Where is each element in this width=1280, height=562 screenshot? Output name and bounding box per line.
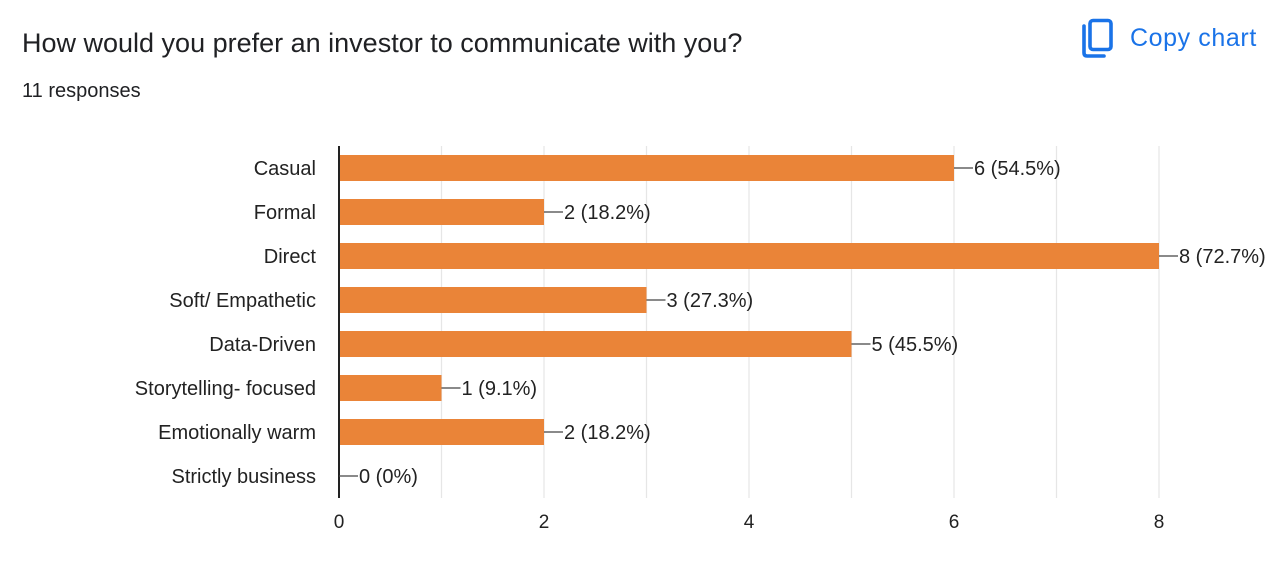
- category-label: Data-Driven: [209, 334, 316, 356]
- bar: [339, 155, 954, 181]
- response-count: 11 responses: [22, 80, 141, 102]
- x-tick-label: 8: [1154, 512, 1165, 533]
- bar: [339, 199, 544, 225]
- bars: [339, 155, 1159, 445]
- bar: [339, 287, 647, 313]
- bar: [339, 419, 544, 445]
- x-tick-label: 6: [949, 512, 960, 533]
- bar: [339, 331, 852, 357]
- data-label: 2 (18.2%): [564, 422, 651, 444]
- x-tick-label: 2: [539, 512, 550, 533]
- bar: [339, 375, 442, 401]
- category-label: Strictly business: [172, 466, 317, 488]
- data-label: 1 (9.1%): [462, 378, 538, 400]
- data-label: 5 (45.5%): [872, 334, 959, 356]
- category-label: Direct: [264, 246, 317, 268]
- x-tick-label: 4: [744, 512, 755, 533]
- category-label: Emotionally warm: [158, 422, 316, 444]
- labels: 0 2 4 6 8 Casual 6 (54.5%) Formal 2 (18.2%) Direc…: [135, 158, 1266, 533]
- data-label: 8 (72.7%): [1179, 246, 1266, 268]
- data-label: 0 (0%): [359, 466, 418, 488]
- data-label: 6 (54.5%): [974, 158, 1061, 180]
- category-label: Formal: [254, 202, 316, 224]
- category-label: Casual: [254, 158, 316, 180]
- copy-chart-button[interactable]: Copy chart: [1072, 16, 1265, 60]
- copy-icon: [1082, 18, 1113, 58]
- copy-chart-label: Copy chart: [1130, 23, 1257, 52]
- x-tick-label: 0: [334, 512, 345, 533]
- data-label: 2 (18.2%): [564, 202, 651, 224]
- category-label: Soft/ Empathetic: [169, 290, 316, 312]
- data-label: 3 (27.3%): [667, 290, 754, 312]
- bar: [339, 243, 1159, 269]
- category-label: Storytelling- focused: [135, 378, 316, 400]
- question-title: How would you prefer an investor to comm…: [22, 28, 743, 58]
- grid-lines: [440, 146, 1160, 498]
